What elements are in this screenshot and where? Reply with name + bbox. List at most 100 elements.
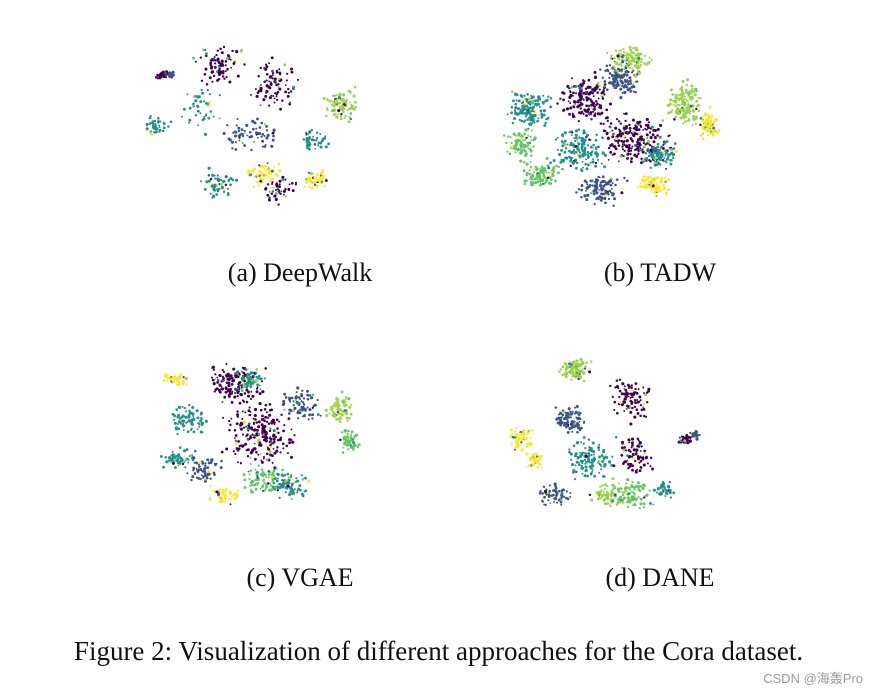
- scatter-point: [286, 484, 290, 488]
- scatter-point: [268, 403, 272, 406]
- scatter-point: [227, 384, 231, 388]
- scatter-point: [536, 455, 539, 458]
- scatter-point: [639, 185, 642, 188]
- scatter-point: [665, 151, 668, 154]
- scatter-point: [629, 464, 632, 467]
- scatter-point: [564, 147, 568, 150]
- scatter-point: [615, 72, 618, 75]
- scatter-point: [579, 151, 582, 154]
- scatter-point: [277, 203, 280, 206]
- scatter-point: [522, 98, 526, 102]
- scatter-point: [567, 407, 571, 411]
- scatter-point: [216, 378, 220, 382]
- scatter-point: [617, 128, 620, 131]
- scatter-point: [284, 187, 287, 191]
- scatter-point: [649, 152, 652, 156]
- scatter-point: [695, 99, 699, 103]
- scatter-point: [628, 455, 632, 459]
- scatter-point: [569, 90, 572, 93]
- scatter-point: [617, 139, 621, 142]
- scatter-point: [301, 494, 305, 498]
- scatter-point: [332, 100, 336, 104]
- scatter-point: [353, 437, 356, 439]
- scatter-point: [288, 183, 291, 186]
- scatter-point: [217, 488, 222, 492]
- scatter-point: [601, 484, 604, 487]
- scatter-point: [347, 120, 351, 124]
- scatter-point: [655, 194, 658, 198]
- scatter-point: [199, 430, 203, 434]
- scatter-point: [656, 145, 659, 149]
- scatter-point: [655, 182, 659, 186]
- scatter-point: [553, 500, 556, 503]
- scatter-point: [191, 405, 195, 410]
- scatter-point: [691, 124, 694, 127]
- scatter-point: [591, 464, 595, 468]
- scatter-point: [695, 107, 698, 111]
- scatter-point: [585, 104, 588, 107]
- scatter-point: [240, 128, 244, 131]
- scatter-point: [262, 455, 266, 459]
- scatter-point: [630, 132, 634, 135]
- scatter-point: [619, 122, 622, 125]
- scatter-point: [638, 441, 642, 445]
- scatter-point: [198, 465, 201, 468]
- scatter-point: [590, 472, 593, 475]
- scatter-point: [607, 146, 611, 150]
- scatter-point: [267, 447, 271, 451]
- scatter-point: [293, 434, 296, 437]
- scatter-point: [596, 497, 600, 501]
- scatter-point: [554, 179, 557, 183]
- scatter-point: [269, 172, 272, 176]
- scatter-point: [603, 465, 606, 468]
- scatter-point: [260, 459, 263, 462]
- scatter-point: [183, 449, 187, 453]
- scatter-point: [710, 117, 713, 120]
- scatter-point: [529, 103, 532, 106]
- scatter-point: [283, 193, 285, 196]
- scatter-point: [269, 427, 272, 430]
- scatter-point: [319, 414, 322, 417]
- scatter-point: [582, 81, 586, 85]
- scatter-point: [270, 144, 274, 148]
- scatter-point: [615, 411, 619, 415]
- scatter-point: [685, 438, 689, 441]
- scatter-point: [187, 414, 191, 417]
- scatter-point: [262, 438, 266, 442]
- scatter-point: [195, 476, 199, 479]
- scatter-point: [219, 182, 223, 186]
- scatter-point: [601, 91, 605, 94]
- scatter-point: [257, 420, 261, 424]
- scatter-point: [649, 136, 653, 140]
- scatter-point: [682, 116, 685, 119]
- scatter-point: [531, 429, 534, 432]
- scatter-point: [609, 495, 613, 498]
- scatter-point: [507, 135, 510, 138]
- scatter-point: [539, 168, 543, 172]
- scatter-point: [645, 178, 649, 182]
- scatter-point: [525, 453, 528, 456]
- scatter-point: [639, 147, 642, 150]
- scatter-point: [561, 365, 565, 369]
- scatter-point: [632, 134, 635, 137]
- scatter-point: [541, 179, 544, 183]
- scatter-point: [279, 436, 283, 439]
- scatter-point: [580, 188, 583, 192]
- scatter-point: [586, 151, 589, 154]
- scatter-point: [273, 194, 277, 198]
- scatter-point: [194, 114, 198, 117]
- scatter-point: [594, 188, 598, 192]
- scatter-point: [645, 493, 649, 497]
- scatter-point: [525, 436, 529, 440]
- scatter-point: [213, 185, 217, 188]
- scatter-point: [225, 75, 228, 79]
- scatter-point: [568, 95, 572, 99]
- scatter-point: [635, 154, 639, 157]
- scatter-point: [356, 445, 360, 449]
- scatter-point: [263, 407, 267, 411]
- scatter-point: [629, 81, 632, 83]
- scatter-point: [211, 80, 214, 83]
- scatter-point: [632, 85, 636, 89]
- scatter-point: [525, 97, 528, 101]
- scatter-point: [305, 140, 308, 143]
